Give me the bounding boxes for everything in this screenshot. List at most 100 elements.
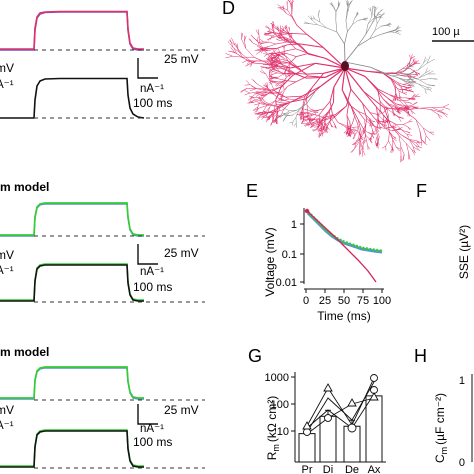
neurite-segment — [390, 132, 394, 137]
neurite-segment — [270, 36, 273, 40]
neurite-segment — [270, 104, 279, 107]
neurite-segment — [406, 77, 419, 81]
neurite-segment — [311, 110, 317, 112]
neurite-segment — [400, 72, 406, 75]
neurite-segment — [347, 127, 351, 132]
neurite-segment — [264, 32, 270, 35]
neurite-segment — [384, 122, 387, 127]
trace-group-top: 25 mV nA⁻¹ 100 ms mV A⁻¹ — [0, 10, 205, 119]
neurite-segment — [414, 96, 421, 98]
neurite-segment — [314, 126, 319, 128]
neurite-segment — [374, 126, 378, 136]
neurite-segment — [290, 62, 316, 69]
neurite-segment — [275, 91, 282, 94]
panel-f: F SSE (µV²) — [416, 181, 471, 279]
neurite-segment — [253, 107, 260, 111]
scale-bar-bot — [137, 404, 158, 425]
neurite-segment — [266, 82, 269, 88]
neurite-segment — [392, 108, 394, 113]
trace-mid-blue — [0, 203, 144, 237]
neurite-segment — [311, 20, 318, 25]
neurite-segment — [425, 69, 431, 74]
neurite-segment — [370, 124, 373, 131]
panel-g-ylabel: Rm (kΩ cm²) — [265, 396, 281, 460]
neurite-segment — [411, 54, 413, 59]
neurite-segment — [278, 53, 280, 57]
neurite-segment — [407, 126, 412, 130]
neurite-segment — [403, 92, 407, 94]
neurite-segment — [396, 111, 401, 113]
neurite-segment — [279, 71, 285, 75]
trace-top-pink — [0, 10, 144, 50]
neurite-segment — [370, 10, 373, 17]
neurite-segment — [426, 55, 431, 64]
panel-e-ytick-01: 0.1 — [282, 249, 297, 261]
neurite-segment — [403, 121, 409, 125]
neurite-segment — [386, 121, 389, 125]
neurite-segment — [277, 54, 282, 57]
neurite-segment — [403, 124, 409, 128]
neurite-segment — [276, 67, 280, 72]
panel-d-scale-label: 100 µ — [432, 26, 460, 38]
neurite-segment — [260, 48, 266, 50]
neurite-segment — [376, 17, 378, 24]
neurite-segment — [366, 117, 376, 127]
neurite-segment — [279, 60, 288, 63]
neurite-segment — [250, 63, 253, 67]
neurite-segment — [372, 120, 375, 123]
neurite-segment — [280, 30, 284, 32]
neurite-segment — [369, 118, 371, 124]
neurite-segment — [255, 50, 262, 55]
neurite-segment — [279, 58, 285, 61]
panel-e-xtick-75: 75 — [357, 295, 369, 307]
neurite-segment — [397, 82, 402, 87]
neurite-segment — [367, 16, 373, 25]
panel-g-xtick-pr: Pr — [302, 464, 313, 474]
panel-d-letter: D — [222, 0, 235, 18]
neurite-segment — [412, 58, 416, 63]
neurite-segment — [280, 100, 285, 102]
neurite-segment — [322, 118, 327, 124]
neurite-segment — [271, 58, 276, 64]
neurite-segment — [386, 114, 389, 119]
neurite-segment — [269, 34, 275, 38]
neurite-segment — [306, 91, 316, 104]
scale-mv-bot: 25 mV — [164, 403, 199, 417]
bar-ax — [365, 395, 383, 463]
neurite-segment — [376, 88, 388, 98]
neurite-segment — [234, 51, 243, 58]
neurite-segment — [412, 93, 416, 98]
neurite-segment — [360, 142, 364, 151]
neurite-segment — [233, 47, 237, 54]
neurite-segment — [306, 114, 315, 118]
neurite-segment — [368, 8, 372, 11]
neurite-segment — [409, 76, 415, 78]
neurite-segment — [269, 74, 271, 82]
scale-ms-bot: 100 ms — [133, 435, 172, 449]
neurite-segment — [379, 120, 384, 123]
neurite-segment — [278, 73, 285, 78]
neurite-segment — [282, 25, 285, 31]
neurite-segment — [283, 26, 287, 30]
neurite-segment — [248, 38, 254, 44]
neurite-segment — [403, 79, 409, 83]
neurite-segment — [369, 118, 373, 122]
neurite-segment — [286, 53, 297, 57]
neurite-segment — [357, 111, 365, 120]
panel-h-ylabel-unit: (µF cm⁻²) — [433, 393, 447, 445]
neurite-segment — [358, 19, 364, 21]
neurite-segment — [256, 92, 261, 94]
neurite-segment — [276, 83, 280, 87]
neurite-segment — [351, 143, 357, 146]
neurite-segment — [369, 122, 371, 127]
neurite-segment — [391, 78, 396, 86]
neurite-segment — [416, 140, 423, 144]
neurite-segment — [241, 57, 248, 61]
neurite-segment — [308, 52, 326, 59]
neurite-segment — [272, 26, 278, 31]
neurite-segment — [310, 123, 315, 126]
neurite-segment — [351, 128, 358, 132]
neurite-segment — [403, 92, 408, 96]
neurite-segment — [344, 61, 371, 68]
